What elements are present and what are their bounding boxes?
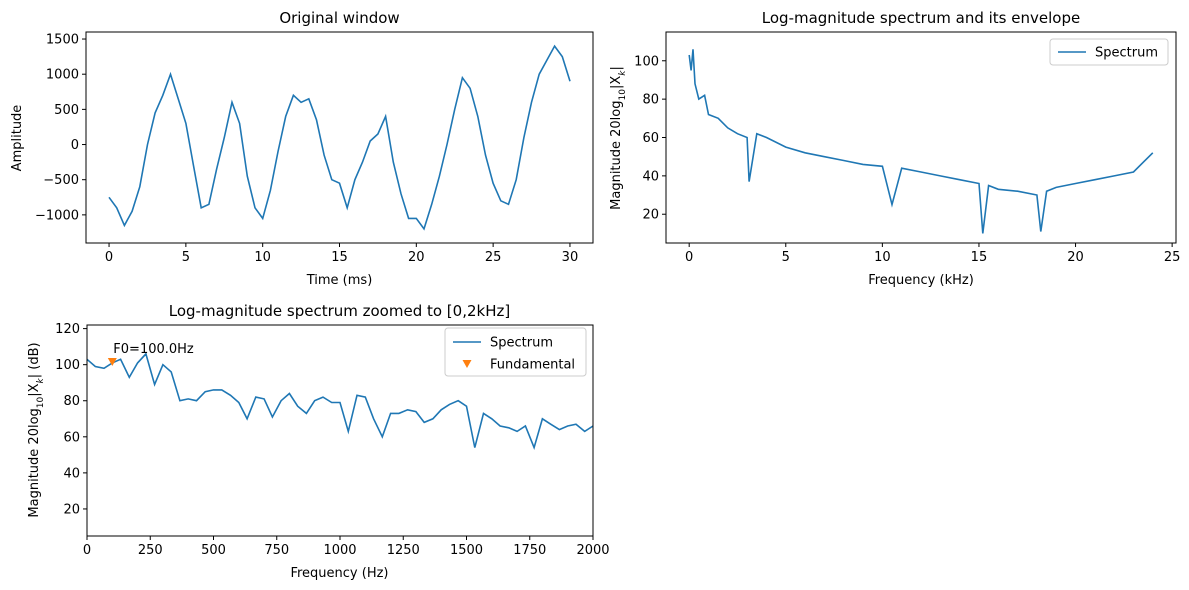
x-tick-label: 1750 xyxy=(513,543,546,558)
legend-fundamental-swatch xyxy=(462,360,472,368)
chart-title: Log-magnitude spectrum and its envelope xyxy=(762,9,1080,27)
y-tick-label: 500 xyxy=(54,103,79,118)
y-ticks: 20 40 60 80 100 120 xyxy=(55,322,87,517)
y-tick-label: 1000 xyxy=(46,68,79,83)
y-tick-label: 60 xyxy=(642,131,659,146)
fundamental-annotation: F0=100.0Hz xyxy=(113,342,194,357)
y-label-part: 10 xyxy=(36,396,46,408)
x-tick-label: 15 xyxy=(331,250,348,265)
legend-spectrum-label: Spectrum xyxy=(490,336,553,351)
y-tick-label: 80 xyxy=(63,394,80,409)
zoomed-spectrum-chart: Log-magnitude spectrum zoomed to [0,2kHz… xyxy=(27,302,610,581)
x-tick-label: 5 xyxy=(782,250,790,265)
x-tick-label: 25 xyxy=(1164,250,1181,265)
x-tick-label: 0 xyxy=(83,543,91,558)
y-tick-label: −500 xyxy=(43,173,79,188)
x-tick-label: 20 xyxy=(1067,250,1084,265)
x-tick-label: 1500 xyxy=(450,543,483,558)
spectrum-chart: Log-magnitude spectrum and its envelope … xyxy=(609,9,1180,288)
y-tick-label: 80 xyxy=(642,93,659,108)
y-label-part: Magnitude 20log xyxy=(27,408,42,517)
x-axis-label: Frequency (Hz) xyxy=(290,566,388,581)
fundamental-marker xyxy=(107,357,117,366)
y-tick-label: 0 xyxy=(71,138,79,153)
y-tick-label: 100 xyxy=(55,358,80,373)
series-line xyxy=(86,352,594,451)
chart-title: Original window xyxy=(279,9,399,27)
x-tick-label: 2000 xyxy=(576,543,609,558)
plot-frame xyxy=(85,31,594,244)
plot-frame xyxy=(86,324,594,537)
x-tick-label: 1000 xyxy=(323,543,356,558)
x-tick-label: 10 xyxy=(874,250,891,265)
legend-box xyxy=(1049,38,1169,66)
y-tick-label: 1500 xyxy=(46,33,79,48)
y-axis-label: Amplitude xyxy=(10,105,25,172)
legend: Spectrum Fundamental xyxy=(444,327,587,377)
legend: Spectrum xyxy=(1049,38,1169,66)
y-tick-label: 120 xyxy=(55,322,80,337)
x-tick-label: 25 xyxy=(485,250,502,265)
x-tick-label: 0 xyxy=(105,250,113,265)
y-label-part: |X xyxy=(27,383,42,396)
y-tick-label: 20 xyxy=(642,208,659,223)
time-domain-chart: Original window 0 5 10 15 20 25 30 −1000 −500 0 5… xyxy=(10,9,594,288)
x-tick-label: 10 xyxy=(254,250,271,265)
x-axis-label: Frequency (kHz) xyxy=(868,273,974,288)
x-tick-label: 0 xyxy=(685,250,693,265)
x-tick-label: 1250 xyxy=(387,543,420,558)
x-tick-label: 250 xyxy=(138,543,163,558)
x-tick-label: 20 xyxy=(408,250,425,265)
y-tick-label: 20 xyxy=(63,502,80,517)
legend-spectrum-label: Spectrum xyxy=(1095,46,1158,61)
legend-box xyxy=(444,327,587,377)
series-line xyxy=(108,44,571,231)
x-ticks: 0 250 500 750 1000 1250 1500 1750 2000 xyxy=(83,536,610,558)
y-tick-label: −1000 xyxy=(35,208,79,223)
y-tick-label: 60 xyxy=(63,430,80,445)
y-label-part: | (dB) xyxy=(27,342,42,378)
y-label-part: | xyxy=(609,66,624,70)
y-tick-label: 40 xyxy=(642,169,659,184)
y-label-part: k xyxy=(618,70,628,76)
x-tick-label: 750 xyxy=(264,543,289,558)
x-tick-label: 500 xyxy=(201,543,226,558)
y-axis-label: Magnitude 20log10|Xk| xyxy=(609,66,628,210)
y-tick-label: 100 xyxy=(634,54,659,69)
y-label-part: Magnitude 20log xyxy=(609,100,624,209)
chart-title: Log-magnitude spectrum zoomed to [0,2kHz… xyxy=(169,302,510,320)
y-ticks: −1000 −500 0 500 1000 1500 xyxy=(35,33,86,223)
x-tick-label: 5 xyxy=(182,250,190,265)
y-label-part: k xyxy=(36,377,46,383)
y-tick-label: 40 xyxy=(63,466,80,481)
series-line xyxy=(688,49,1154,234)
x-ticks: 0 5 10 15 20 25 30 xyxy=(105,243,578,265)
x-tick-label: 15 xyxy=(971,250,988,265)
x-tick-label: 30 xyxy=(562,250,579,265)
plot-frame xyxy=(665,31,1177,244)
legend-fundamental-label: Fundamental xyxy=(490,358,575,373)
y-label-part: 10 xyxy=(618,89,628,101)
y-axis-label: Magnitude 20log10|Xk| (dB) xyxy=(27,342,46,517)
y-ticks: 20 40 60 80 100 xyxy=(634,54,666,223)
x-ticks: 0 5 10 15 20 25 xyxy=(685,243,1180,265)
y-label-part: |X xyxy=(609,76,624,89)
x-axis-label: Time (ms) xyxy=(306,273,373,288)
